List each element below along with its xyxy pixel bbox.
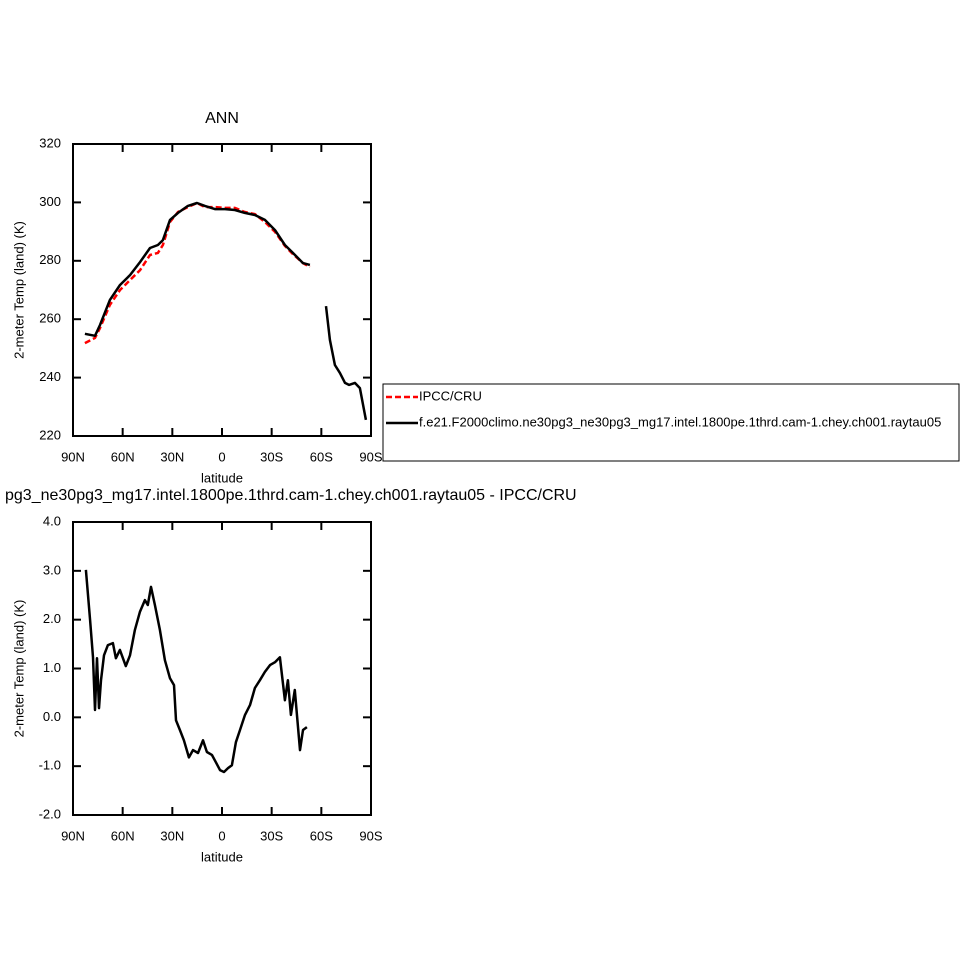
y-axis-label: 2-meter Temp (land) (K) [11, 221, 26, 359]
x-tick-label: 60S [310, 828, 333, 843]
data-line [84, 569, 308, 774]
chart-title: pg3_ne30pg3_mg17.intel.1800pe.1thrd.cam-… [5, 487, 577, 504]
y-tick-label: -1.0 [39, 758, 61, 773]
y-tick-label: -2.0 [39, 806, 61, 821]
x-tick-label: 60N [111, 828, 135, 843]
y-tick-label: 0.0 [43, 709, 61, 724]
legend-label: f.e21.F2000climo.ne30pg3_ne30pg3_mg17.in… [419, 414, 941, 429]
x-tick-label: 30N [160, 828, 184, 843]
y-tick-label: 3.0 [43, 562, 61, 577]
y-tick-label: 220 [39, 427, 61, 442]
x-axis-label: latitude [201, 470, 243, 485]
x-tick-label: 60S [310, 449, 333, 464]
x-tick-label: 90N [61, 449, 85, 464]
x-tick-label: 90S [359, 828, 382, 843]
y-tick-label: 320 [39, 135, 61, 150]
x-tick-label: 30S [260, 828, 283, 843]
y-tick-label: 240 [39, 369, 61, 384]
x-tick-label: 90S [359, 449, 382, 464]
x-tick-label: 30S [260, 449, 283, 464]
y-tick-label: 280 [39, 252, 61, 267]
data-line [84, 201, 368, 421]
y-tick-label: 1.0 [43, 660, 61, 675]
y-tick-label: 260 [39, 311, 61, 326]
chart-title: ANN [205, 110, 239, 127]
y-axis-label: 2-meter Temp (land) (K) [11, 600, 26, 738]
x-tick-label: 90N [61, 828, 85, 843]
legend-label: IPCC/CRU [419, 388, 482, 403]
x-tick-label: 0 [218, 828, 225, 843]
x-tick-label: 30N [160, 449, 184, 464]
x-axis-label: latitude [201, 849, 243, 864]
y-tick-label: 4.0 [43, 513, 61, 528]
legend-box [382, 383, 960, 462]
x-tick-label: 60N [111, 449, 135, 464]
x-tick-label: 0 [218, 449, 225, 464]
y-tick-label: 300 [39, 194, 61, 209]
y-tick-label: 2.0 [43, 611, 61, 626]
